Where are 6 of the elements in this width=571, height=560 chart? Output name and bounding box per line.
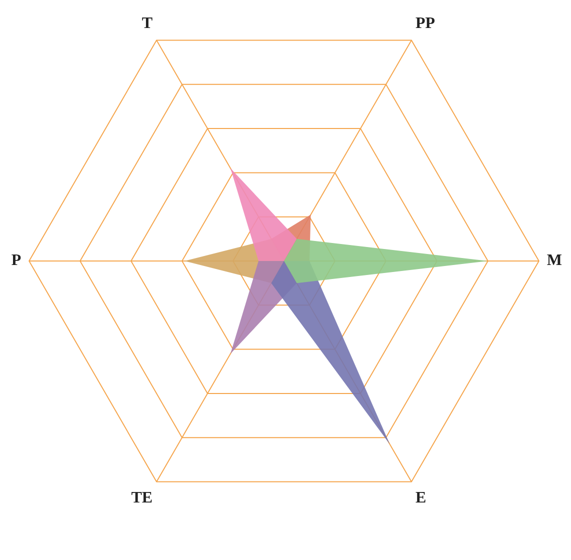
spoke-label: T bbox=[142, 14, 153, 32]
spoke-label: TE bbox=[131, 489, 153, 506]
spoke-label: P bbox=[11, 252, 22, 270]
spoke-label: PP bbox=[415, 14, 436, 32]
spoke-label: E bbox=[415, 489, 426, 506]
spoke-label: M bbox=[546, 252, 562, 270]
